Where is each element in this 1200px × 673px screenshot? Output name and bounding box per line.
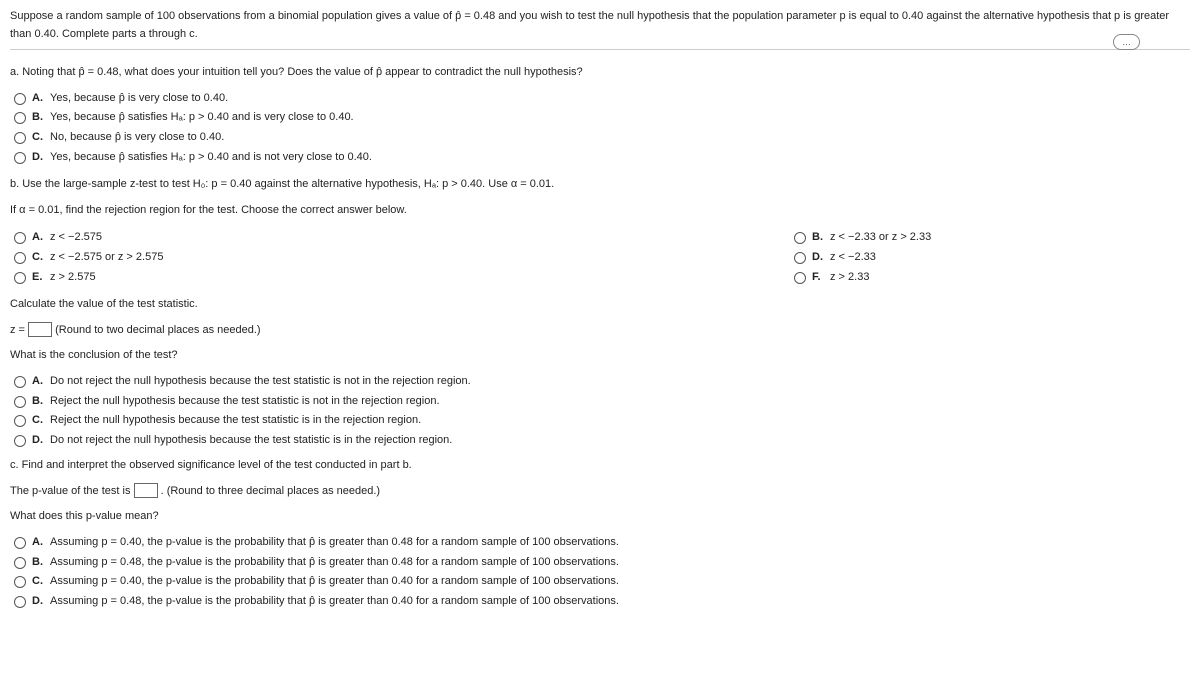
option-b-d[interactable]: D. z < −2.33 xyxy=(790,249,1190,267)
more-button[interactable]: … xyxy=(1113,34,1140,50)
option-letter: D. xyxy=(32,149,46,167)
radio-icon xyxy=(14,576,26,588)
z-hint: (Round to two decimal places as needed.) xyxy=(55,324,260,336)
option-text: z > 2.575 xyxy=(50,269,96,287)
option-text: Do not reject the null hypothesis becaus… xyxy=(50,373,471,391)
option-c-c[interactable]: C. Assuming p = 0.40, the p-value is the… xyxy=(10,573,1190,591)
pvalue-hint: . (Round to three decimal places as need… xyxy=(161,485,381,497)
z-input[interactable] xyxy=(28,322,52,337)
option-letter: A. xyxy=(32,229,46,247)
option-b-a[interactable]: A. z < −2.575 xyxy=(10,229,790,247)
option-letter: B. xyxy=(32,109,46,127)
option-letter: A. xyxy=(32,90,46,108)
option-letter: F. xyxy=(812,269,826,287)
option-text: Yes, because p̂ satisfies Hₐ: p > 0.40 a… xyxy=(50,149,372,167)
pvalue-pre: The p-value of the test is xyxy=(10,485,134,497)
pvalue-mean-question: What does this p-value mean? xyxy=(10,508,1190,526)
option-a-c[interactable]: C. No, because p̂ is very close to 0.40. xyxy=(10,129,1190,147)
radio-icon xyxy=(14,596,26,608)
pvalue-row: The p-value of the test is . (Round to t… xyxy=(10,483,1190,501)
radio-icon xyxy=(14,557,26,569)
conclusion-question: What is the conclusion of the test? xyxy=(10,347,1190,365)
option-b-b[interactable]: B. z < −2.33 or z > 2.33 xyxy=(790,229,1190,247)
option-a-a[interactable]: A. Yes, because p̂ is very close to 0.40… xyxy=(10,90,1190,108)
option-text: Yes, because p̂ satisfies Hₐ: p > 0.40 a… xyxy=(50,109,354,127)
radio-icon xyxy=(794,252,806,264)
option-text: Assuming p = 0.40, the p-value is the pr… xyxy=(50,534,619,552)
option-conc-c[interactable]: C. Reject the null hypothesis because th… xyxy=(10,412,1190,430)
option-text: Assuming p = 0.48, the p-value is the pr… xyxy=(50,554,619,572)
option-text: Reject the null hypothesis because the t… xyxy=(50,412,421,430)
option-c-d[interactable]: D. Assuming p = 0.48, the p-value is the… xyxy=(10,593,1190,611)
radio-icon xyxy=(14,132,26,144)
radio-icon xyxy=(14,537,26,549)
radio-icon xyxy=(14,435,26,447)
radio-icon xyxy=(794,232,806,244)
option-text: Reject the null hypothesis because the t… xyxy=(50,393,440,411)
option-text: No, because p̂ is very close to 0.40. xyxy=(50,129,224,147)
option-letter: C. xyxy=(32,573,46,591)
option-text: Yes, because p̂ is very close to 0.40. xyxy=(50,90,228,108)
option-text: z < −2.33 xyxy=(830,249,876,267)
option-text: Assuming p = 0.40, the p-value is the pr… xyxy=(50,573,619,591)
option-c-b[interactable]: B. Assuming p = 0.48, the p-value is the… xyxy=(10,554,1190,572)
option-text: z < −2.33 or z > 2.33 xyxy=(830,229,931,247)
option-a-b[interactable]: B. Yes, because p̂ satisfies Hₐ: p > 0.4… xyxy=(10,109,1190,127)
z-label: z = xyxy=(10,324,28,336)
option-conc-b[interactable]: B. Reject the null hypothesis because th… xyxy=(10,393,1190,411)
option-text: z < −2.575 or z > 2.575 xyxy=(50,249,163,267)
intro-text: Suppose a random sample of 100 observati… xyxy=(10,8,1190,50)
radio-icon xyxy=(14,152,26,164)
option-letter: B. xyxy=(812,229,826,247)
option-text: z < −2.575 xyxy=(50,229,102,247)
option-text: Assuming p = 0.48, the p-value is the pr… xyxy=(50,593,619,611)
option-letter: E. xyxy=(32,269,46,287)
radio-icon xyxy=(14,396,26,408)
option-b-c[interactable]: C. z < −2.575 or z > 2.575 xyxy=(10,249,790,267)
option-text: Do not reject the null hypothesis becaus… xyxy=(50,432,452,450)
option-a-d[interactable]: D. Yes, because p̂ satisfies Hₐ: p > 0.4… xyxy=(10,149,1190,167)
radio-icon xyxy=(14,376,26,388)
radio-icon xyxy=(14,415,26,427)
option-text: z > 2.33 xyxy=(830,269,869,287)
radio-icon xyxy=(14,232,26,244)
part-b-prompt1: b. Use the large-sample z-test to test H… xyxy=(10,176,1190,194)
option-b-e[interactable]: E. z > 2.575 xyxy=(10,269,790,287)
option-letter: A. xyxy=(32,534,46,552)
option-letter: D. xyxy=(32,432,46,450)
part-c-prompt: c. Find and interpret the observed signi… xyxy=(10,457,1190,475)
option-letter: D. xyxy=(32,593,46,611)
option-letter: B. xyxy=(32,393,46,411)
option-letter: D. xyxy=(812,249,826,267)
pvalue-input[interactable] xyxy=(134,483,158,498)
radio-icon xyxy=(14,272,26,284)
option-letter: C. xyxy=(32,129,46,147)
option-conc-a[interactable]: A. Do not reject the null hypothesis bec… xyxy=(10,373,1190,391)
radio-icon xyxy=(794,272,806,284)
option-c-a[interactable]: A. Assuming p = 0.40, the p-value is the… xyxy=(10,534,1190,552)
radio-icon xyxy=(14,112,26,124)
option-letter: C. xyxy=(32,412,46,430)
option-conc-d[interactable]: D. Do not reject the null hypothesis bec… xyxy=(10,432,1190,450)
radio-icon xyxy=(14,93,26,105)
option-letter: C. xyxy=(32,249,46,267)
part-a-prompt: a. Noting that p̂ = 0.48, what does your… xyxy=(10,64,1190,82)
radio-icon xyxy=(14,252,26,264)
calc-prompt: Calculate the value of the test statisti… xyxy=(10,296,1190,314)
option-b-f[interactable]: F. z > 2.33 xyxy=(790,269,1190,287)
option-letter: A. xyxy=(32,373,46,391)
part-b-prompt2: If α = 0.01, find the rejection region f… xyxy=(10,202,1190,220)
option-letter: B. xyxy=(32,554,46,572)
z-input-row: z = (Round to two decimal places as need… xyxy=(10,322,1190,340)
